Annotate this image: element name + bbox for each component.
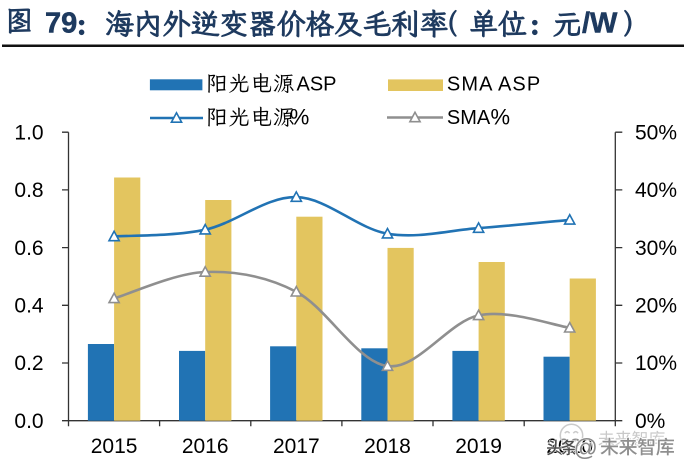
svg-text:20%: 20% xyxy=(635,295,677,318)
svg-text:ASP: ASP xyxy=(297,73,337,95)
svg-text:SMA: SMA xyxy=(447,107,491,129)
svg-text:0.2: 0.2 xyxy=(14,352,43,375)
svg-text:SMA ASP: SMA ASP xyxy=(447,73,541,95)
svg-text:10%: 10% xyxy=(635,352,677,375)
svg-text:50%: 50% xyxy=(635,121,677,144)
svg-text:%: % xyxy=(290,104,310,129)
svg-text:2019: 2019 xyxy=(455,435,502,458)
svg-text:30%: 30% xyxy=(635,237,677,260)
svg-text:0.8: 0.8 xyxy=(14,179,43,202)
svg-text:2015: 2015 xyxy=(91,435,138,458)
svg-text:0.0: 0.0 xyxy=(14,410,43,433)
svg-text:0.4: 0.4 xyxy=(14,295,44,318)
svg-text:40%: 40% xyxy=(635,179,677,202)
svg-text:2016: 2016 xyxy=(182,435,229,458)
svg-text:79: 79 xyxy=(45,8,77,40)
svg-text:/W: /W xyxy=(582,8,618,40)
svg-text:@: @ xyxy=(574,435,598,462)
svg-text:%: % xyxy=(491,104,511,129)
svg-text:0.6: 0.6 xyxy=(14,237,43,260)
svg-text:2018: 2018 xyxy=(364,435,411,458)
svg-text:2017: 2017 xyxy=(273,435,320,458)
svg-text:1.0: 1.0 xyxy=(14,121,43,144)
svg-text:0%: 0% xyxy=(635,410,665,433)
